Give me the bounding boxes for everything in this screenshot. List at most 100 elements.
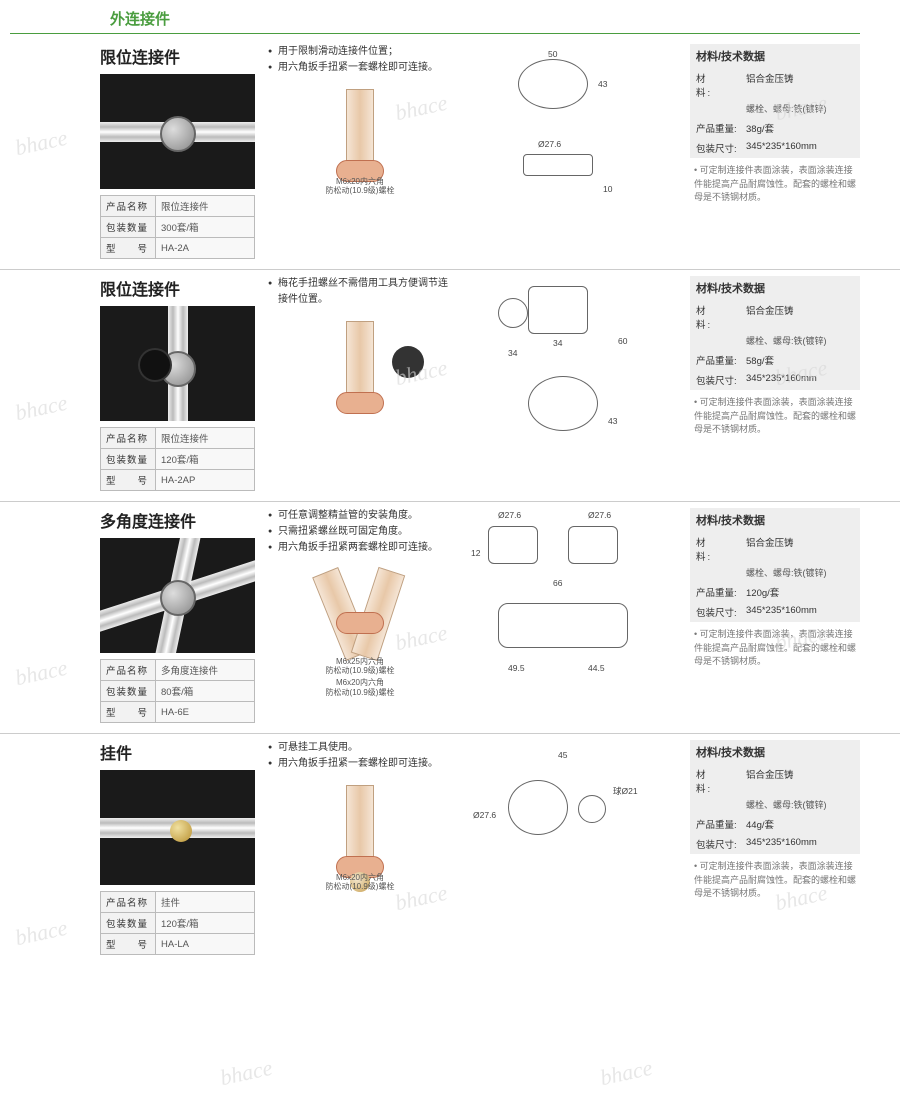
data-note: 可定制连接件表面涂装，表面涂装连接件能提高产品耐腐蚀性。配套的螺栓和螺母是不锈钢… bbox=[690, 854, 860, 901]
dimension-label: 66 bbox=[553, 578, 562, 588]
product-title: 多角度连接件 bbox=[100, 508, 260, 532]
data-label: 材 料: bbox=[696, 767, 746, 795]
diagram-shape bbox=[578, 795, 606, 823]
spec-table: 产品名称 限位连接件 包装数量 300套/箱 型 号 HA-2A bbox=[100, 195, 255, 259]
product-render: M6x20内六角防松动(10.9级)螺栓 bbox=[268, 780, 452, 890]
page-title: 外连接件 bbox=[10, 0, 860, 34]
spec-value: 120套/箱 bbox=[156, 913, 255, 934]
spec-label: 型 号 bbox=[101, 934, 156, 955]
diagram-shape bbox=[498, 298, 528, 328]
data-label: 材 料: bbox=[696, 303, 746, 331]
data-note: 可定制连接件表面涂装，表面涂装连接件能提高产品耐腐蚀性。配套的螺栓和螺母是不锈钢… bbox=[690, 622, 860, 669]
product-block: 限位连接件 产品名称 限位连接件 包装数量 120套/箱 型 号 HA-2AP 梅… bbox=[0, 270, 900, 502]
diagram-shape bbox=[518, 59, 588, 109]
spec-label: 型 号 bbox=[101, 470, 156, 491]
product-title: 限位连接件 bbox=[100, 276, 260, 300]
data-value: 58g/套 bbox=[746, 353, 854, 367]
feature-bullet: 用六角扳手扭紧两套螺栓即可连接。 bbox=[268, 540, 452, 556]
feature-bullets: 用于限制滑动连接件位置；用六角扳手扭紧一套螺栓即可连接。 bbox=[268, 44, 452, 76]
dimension-label: Ø27.6 bbox=[588, 510, 611, 520]
feature-bullet: 可悬挂工具使用。 bbox=[268, 740, 452, 756]
data-value: 铝合金压铸 bbox=[746, 71, 854, 99]
product-photo bbox=[100, 538, 255, 653]
spec-table: 产品名称 多角度连接件 包装数量 80套/箱 型 号 HA-6E bbox=[100, 659, 255, 723]
dimension-label: 34 bbox=[508, 348, 517, 358]
diagram-shape bbox=[528, 376, 598, 431]
dimension-label: 45 bbox=[558, 750, 567, 760]
feature-bullets: 梅花手扭螺丝不需借用工具方便调节连接件位置。 bbox=[268, 276, 452, 308]
data-title: 材料/技术数据 bbox=[690, 44, 860, 68]
data-value: 345*235*160mm bbox=[746, 605, 854, 619]
spec-label: 包装数量 bbox=[101, 681, 156, 702]
dimension-label: 50 bbox=[548, 49, 557, 59]
dimension-label: 球Ø21 bbox=[613, 785, 638, 797]
spec-value: 120套/箱 bbox=[156, 449, 255, 470]
material-data: 材料/技术数据 材 料: 铝合金压铸 螺栓、螺母:铁(镀锌) 产品重量: 38g… bbox=[690, 44, 860, 259]
spec-label: 包装数量 bbox=[101, 449, 156, 470]
data-value: 螺栓、螺母:铁(镀锌) bbox=[746, 798, 854, 811]
diagram-shape bbox=[523, 154, 593, 176]
spec-value: 限位连接件 bbox=[156, 428, 255, 449]
technical-diagram: 5043Ø27.610 bbox=[468, 44, 682, 224]
diagram-shape bbox=[498, 603, 628, 648]
data-label: 材 料: bbox=[696, 535, 746, 563]
data-value: 345*235*160mm bbox=[746, 141, 854, 155]
render-caption: M6x25内六角防松动(10.9级)螺栓 bbox=[268, 657, 452, 676]
diagram-shape bbox=[568, 526, 618, 564]
product-render bbox=[268, 316, 452, 426]
feature-bullets: 可任意调整精益管的安装角度。只需扭紧螺丝既可固定角度。用六角扳手扭紧两套螺栓即可… bbox=[268, 508, 452, 556]
data-value: 螺栓、螺母:铁(镀锌) bbox=[746, 566, 854, 579]
data-value: 345*235*160mm bbox=[746, 837, 854, 851]
material-data: 材料/技术数据 材 料: 铝合金压铸 螺栓、螺母:铁(镀锌) 产品重量: 120… bbox=[690, 508, 860, 723]
spec-label: 包装数量 bbox=[101, 217, 156, 238]
spec-value: HA-2A bbox=[156, 238, 255, 259]
product-photo bbox=[100, 306, 255, 421]
data-label: 产品重量: bbox=[696, 585, 746, 599]
data-value: 345*235*160mm bbox=[746, 373, 854, 387]
product-title: 限位连接件 bbox=[100, 44, 260, 68]
data-note: 可定制连接件表面涂装，表面涂装连接件能提高产品耐腐蚀性。配套的螺栓和螺母是不锈钢… bbox=[690, 158, 860, 205]
spec-label: 包装数量 bbox=[101, 913, 156, 934]
diagram-shape bbox=[488, 526, 538, 564]
spec-table: 产品名称 挂件 包装数量 120套/箱 型 号 HA-LA bbox=[100, 891, 255, 955]
spec-label: 产品名称 bbox=[101, 428, 156, 449]
feature-bullet: 梅花手扭螺丝不需借用工具方便调节连接件位置。 bbox=[268, 276, 452, 308]
spec-table: 产品名称 限位连接件 包装数量 120套/箱 型 号 HA-2AP bbox=[100, 427, 255, 491]
data-value: 螺栓、螺母:铁(镀锌) bbox=[746, 334, 854, 347]
data-value: 44g/套 bbox=[746, 817, 854, 831]
feature-bullet: 用于限制滑动连接件位置； bbox=[268, 44, 452, 60]
dimension-label: 44.5 bbox=[588, 663, 605, 673]
dimension-label: 49.5 bbox=[508, 663, 525, 673]
spec-label: 型 号 bbox=[101, 702, 156, 723]
product-render: M6x25内六角防松动(10.9级)螺栓 bbox=[268, 564, 452, 674]
product-block: 限位连接件 产品名称 限位连接件 包装数量 300套/箱 型 号 HA-2A 用于… bbox=[0, 38, 900, 270]
data-value: 铝合金压铸 bbox=[746, 535, 854, 563]
dimension-label: Ø27.6 bbox=[473, 810, 496, 820]
data-value: 铝合金压铸 bbox=[746, 303, 854, 331]
technical-diagram: 45 Ø27.6 球Ø21 bbox=[468, 740, 682, 920]
spec-value: 挂件 bbox=[156, 892, 255, 913]
products-container: 限位连接件 产品名称 限位连接件 包装数量 300套/箱 型 号 HA-2A 用于… bbox=[0, 38, 900, 965]
dimension-label: 60 bbox=[618, 336, 627, 346]
spec-value: 80套/箱 bbox=[156, 681, 255, 702]
data-title: 材料/技术数据 bbox=[690, 276, 860, 300]
data-label: 包装尺寸: bbox=[696, 373, 746, 387]
render-caption: M6x20内六角防松动(10.9级)螺栓 bbox=[268, 678, 452, 697]
feature-bullet: 可任意调整精益管的安装角度。 bbox=[268, 508, 452, 524]
product-photo bbox=[100, 74, 255, 189]
product-render: M6x20内六角防松动(10.9级)螺栓 bbox=[268, 84, 452, 194]
dimension-label: 12 bbox=[471, 548, 480, 558]
data-label: 包装尺寸: bbox=[696, 141, 746, 155]
feature-bullet: 只需扭紧螺丝既可固定角度。 bbox=[268, 524, 452, 540]
product-block: 挂件 产品名称 挂件 包装数量 120套/箱 型 号 HA-LA 可悬挂工具使用。… bbox=[0, 734, 900, 965]
material-data: 材料/技术数据 材 料: 铝合金压铸 螺栓、螺母:铁(镀锌) 产品重量: 44g… bbox=[690, 740, 860, 955]
render-caption: M6x20内六角防松动(10.9级)螺栓 bbox=[268, 177, 452, 196]
product-block: 多角度连接件 产品名称 多角度连接件 包装数量 80套/箱 型 号 HA-6E 可… bbox=[0, 502, 900, 734]
data-value: 120g/套 bbox=[746, 585, 854, 599]
feature-bullet: 用六角扳手扭紧一套螺栓即可连接。 bbox=[268, 60, 452, 76]
data-value: 螺栓、螺母:铁(镀锌) bbox=[746, 102, 854, 115]
spec-value: HA-6E bbox=[156, 702, 255, 723]
spec-label: 产品名称 bbox=[101, 196, 156, 217]
spec-label: 产品名称 bbox=[101, 892, 156, 913]
watermark: bhace bbox=[598, 1055, 655, 1091]
